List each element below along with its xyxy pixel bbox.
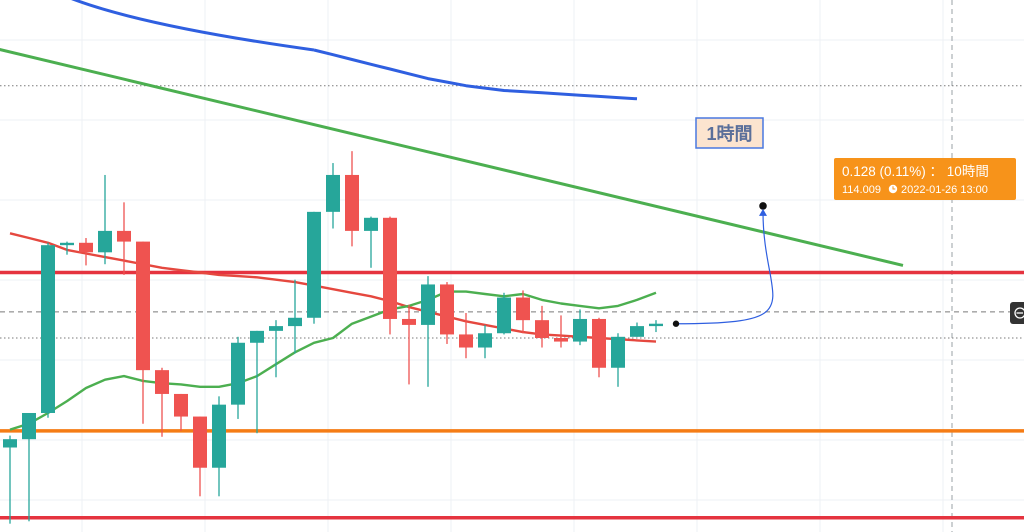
- moving-average-line[interactable]: [9, 290, 657, 431]
- candle-body: [60, 242, 74, 246]
- candle-body: [554, 338, 568, 342]
- candle[interactable]: [3, 435, 17, 524]
- candle-body: [573, 318, 587, 342]
- candle[interactable]: [136, 241, 150, 424]
- candle[interactable]: [554, 315, 568, 348]
- candle-body: [459, 334, 473, 348]
- candle[interactable]: [364, 216, 378, 268]
- candle[interactable]: [231, 336, 245, 419]
- candle-body: [174, 393, 188, 417]
- measure-price-text: 114.009: [842, 184, 881, 196]
- candle-body: [497, 297, 511, 334]
- candle[interactable]: [174, 393, 188, 431]
- right-edge-control[interactable]: [1010, 302, 1024, 324]
- candle-body: [117, 230, 131, 242]
- candle-body: [288, 317, 302, 327]
- timeframe-label-box: 1時間: [695, 117, 764, 149]
- candle-body: [592, 318, 606, 368]
- candle-body: [155, 370, 169, 394]
- measure-change-text: 0.128 (0.11%) ： 10時間: [842, 164, 989, 179]
- candle-body: [421, 284, 435, 325]
- candle[interactable]: [649, 320, 663, 333]
- candle[interactable]: [440, 282, 454, 344]
- candle-body: [212, 404, 226, 468]
- candle[interactable]: [592, 317, 606, 378]
- candle-body: [402, 318, 416, 325]
- candle-body: [79, 242, 93, 253]
- candle[interactable]: [22, 412, 36, 522]
- candle-body: [326, 174, 340, 212]
- candlestick-series: [3, 151, 663, 524]
- candle-body: [41, 245, 55, 413]
- candle-body: [98, 230, 112, 253]
- candle[interactable]: [41, 242, 55, 418]
- candle-body: [22, 412, 36, 440]
- timeframe-label: 1時間: [706, 124, 752, 144]
- candle-body: [193, 416, 207, 468]
- candle[interactable]: [250, 330, 264, 434]
- projection-start-point[interactable]: [672, 320, 680, 327]
- candle-body: [345, 174, 359, 231]
- candle[interactable]: [478, 324, 492, 359]
- candle[interactable]: [60, 241, 74, 255]
- projection-arrowhead: [759, 208, 767, 216]
- candle-body: [307, 211, 321, 318]
- candle-body: [250, 330, 264, 343]
- moving-average-line[interactable]: [70, 0, 315, 52]
- projection-end-point[interactable]: [759, 202, 767, 210]
- candle[interactable]: [79, 238, 93, 266]
- candle[interactable]: [307, 211, 321, 324]
- candle[interactable]: [421, 276, 435, 387]
- candle[interactable]: [345, 151, 359, 247]
- candle-body: [649, 323, 663, 327]
- measure-datetime-text: 2022-01-26 13:00: [901, 184, 988, 196]
- measure-annotation[interactable]: 0.128 (0.11%) ： 10時間 114.009 2022-01-26 …: [834, 158, 1016, 200]
- candle-body: [535, 320, 549, 339]
- candle[interactable]: [193, 416, 207, 497]
- candle-body: [269, 326, 283, 331]
- candle[interactable]: [611, 333, 625, 387]
- candle-body: [364, 217, 378, 231]
- candle-body: [611, 336, 625, 368]
- trend-line[interactable]: [0, 43, 904, 267]
- candle[interactable]: [516, 290, 530, 334]
- candle[interactable]: [630, 322, 644, 337]
- candle-body: [440, 284, 454, 335]
- horizontal-levels: [0, 85, 1024, 520]
- candle[interactable]: [573, 309, 587, 346]
- candle-body: [136, 241, 150, 371]
- clock-hands: [892, 186, 896, 190]
- candle[interactable]: [383, 216, 397, 335]
- candle-body: [478, 333, 492, 348]
- candle-body: [3, 439, 17, 448]
- projection-curve[interactable]: [675, 211, 774, 325]
- candle[interactable]: [497, 292, 511, 335]
- candle[interactable]: [402, 304, 416, 385]
- candle[interactable]: [117, 202, 131, 275]
- candle-body: [630, 326, 644, 337]
- scroll-right-icon: [1014, 307, 1024, 319]
- candle[interactable]: [212, 396, 226, 497]
- candle[interactable]: [98, 174, 112, 265]
- candle[interactable]: [535, 305, 549, 348]
- candle-body: [516, 297, 530, 321]
- candle[interactable]: [155, 367, 169, 437]
- moving-average-line[interactable]: [313, 48, 638, 101]
- candle[interactable]: [269, 320, 283, 378]
- candle-body: [231, 342, 245, 405]
- candle-body: [383, 217, 397, 319]
- candle[interactable]: [326, 163, 340, 229]
- candle[interactable]: [459, 313, 473, 359]
- candle[interactable]: [288, 279, 302, 354]
